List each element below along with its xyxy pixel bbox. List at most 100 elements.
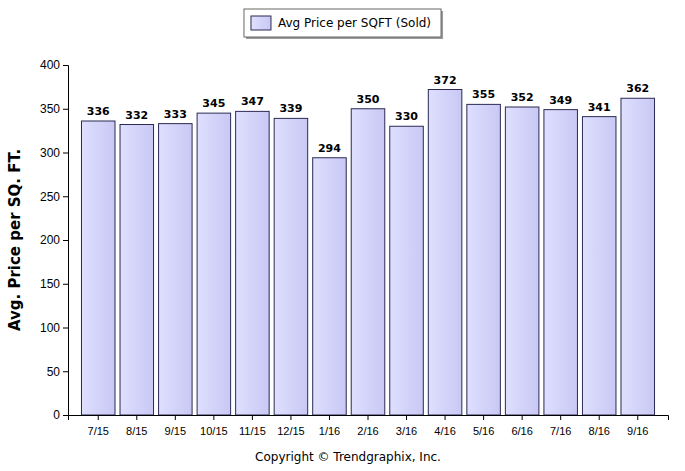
y-tick-label: 300 (40, 146, 60, 160)
data-label: 345 (202, 97, 225, 110)
x-tick-label: 1/16 (319, 425, 340, 437)
bar (197, 113, 231, 415)
bar (582, 117, 616, 415)
x-tick: 5/16 (473, 415, 494, 437)
bar (274, 118, 308, 415)
data-label: 349 (549, 94, 572, 107)
bar (159, 124, 193, 415)
y-tick: 150 (40, 277, 68, 291)
y-axis: 0 50 100 150 200 250 300 350 400 (40, 58, 69, 422)
y-tick: 50 (47, 365, 68, 379)
x-tick-label: 5/16 (473, 425, 494, 437)
x-tick-label: 8/15 (126, 425, 147, 437)
x-tick: 3/16 (396, 415, 417, 437)
y-tick-label: 50 (47, 365, 61, 379)
y-tick-mark (63, 415, 68, 416)
y-tick-label: 100 (40, 321, 60, 335)
x-tick-label: 3/16 (396, 425, 417, 437)
x-tick-mark (368, 415, 369, 420)
data-label: 350 (357, 93, 380, 106)
y-tick: 300 (40, 146, 68, 160)
x-tick: 9/15 (165, 415, 186, 437)
x-tick-mark (483, 415, 484, 420)
x-tick: 9/16 (627, 415, 648, 437)
data-label: 362 (626, 82, 649, 95)
x-tick-label: 9/15 (165, 425, 186, 437)
x-tick-mark (98, 415, 99, 420)
x-tick: 7/15 (88, 415, 109, 437)
bar (467, 104, 501, 415)
y-tick-label: 400 (40, 58, 60, 72)
x-tick: 2/16 (357, 415, 378, 437)
bar (621, 98, 655, 415)
y-tick-mark (63, 284, 68, 285)
bar (505, 107, 539, 415)
y-tick-mark (63, 153, 68, 154)
y-tick-label: 250 (40, 190, 60, 204)
y-tick-label: 200 (40, 233, 60, 247)
x-tick: 4/16 (434, 415, 455, 437)
y-tick-mark (63, 371, 68, 372)
bar (428, 90, 462, 416)
x-tick-mark (329, 415, 330, 420)
bars (81, 90, 654, 416)
x-tick-mark (560, 415, 561, 420)
x-tick: 11/15 (239, 415, 266, 437)
bar (313, 158, 347, 415)
y-tick-mark (63, 328, 68, 329)
x-axis-line (69, 416, 669, 421)
y-tick-mark (63, 196, 68, 197)
x-tick-label: 12/15 (277, 425, 305, 437)
bar (81, 121, 115, 415)
x-tick-label: 4/16 (434, 425, 455, 437)
y-tick-mark (63, 109, 68, 110)
y-tick-mark (63, 65, 68, 66)
data-label: 294 (318, 142, 341, 155)
x-tick: 8/16 (589, 415, 610, 437)
x-tick-mark (522, 415, 523, 420)
bar (351, 109, 385, 415)
x-tick-label: 7/16 (550, 425, 571, 437)
y-tick-mark (63, 240, 68, 241)
x-tick-label: 9/16 (627, 425, 648, 437)
x-tick-mark (406, 415, 407, 420)
legend-box (244, 9, 441, 37)
data-label: 336 (87, 105, 110, 118)
y-tick: 350 (40, 102, 68, 116)
data-label: 352 (511, 91, 534, 104)
data-label: 339 (279, 102, 302, 115)
x-tick: 12/15 (277, 415, 305, 437)
bar (390, 126, 424, 415)
data-label: 355 (472, 88, 495, 101)
bar (120, 125, 154, 416)
y-axis-line (63, 66, 69, 416)
x-tick-label: 7/15 (88, 425, 109, 437)
y-tick: 200 (40, 233, 68, 247)
y-tick: 0 (53, 408, 68, 422)
y-tick: 250 (40, 190, 68, 204)
data-labels: 3363323333453473392943503303723553523493… (87, 74, 649, 155)
y-tick: 400 (40, 58, 68, 72)
legend-swatch (251, 16, 271, 30)
x-tick-mark (213, 415, 214, 420)
data-label: 330 (395, 110, 418, 123)
y-tick-label: 350 (40, 102, 60, 116)
plot: 0501001502002503003504007/158/159/1510/1… (40, 58, 669, 437)
data-label: 372 (434, 74, 457, 87)
legend-label: Avg Price per SQFT (Sold) (278, 16, 431, 30)
x-tick-mark (637, 415, 638, 420)
x-tick-label: 8/16 (589, 425, 610, 437)
x-axis: 7/158/159/1510/1511/1512/151/162/163/164… (69, 415, 669, 437)
x-tick-mark (599, 415, 600, 420)
x-tick-mark (252, 415, 253, 420)
chart: 0501001502002503003504007/158/159/1510/1… (0, 0, 685, 471)
y-tick-label: 150 (40, 277, 60, 291)
data-label: 333 (164, 108, 187, 121)
copyright: Copyright © Trendgraphix, Inc. (255, 450, 441, 464)
x-tick-mark (175, 415, 176, 420)
y-tick: 100 (40, 321, 68, 335)
x-tick-mark (136, 415, 137, 420)
x-tick-label: 2/16 (357, 425, 378, 437)
x-tick-mark (290, 415, 291, 420)
bar (544, 110, 578, 415)
